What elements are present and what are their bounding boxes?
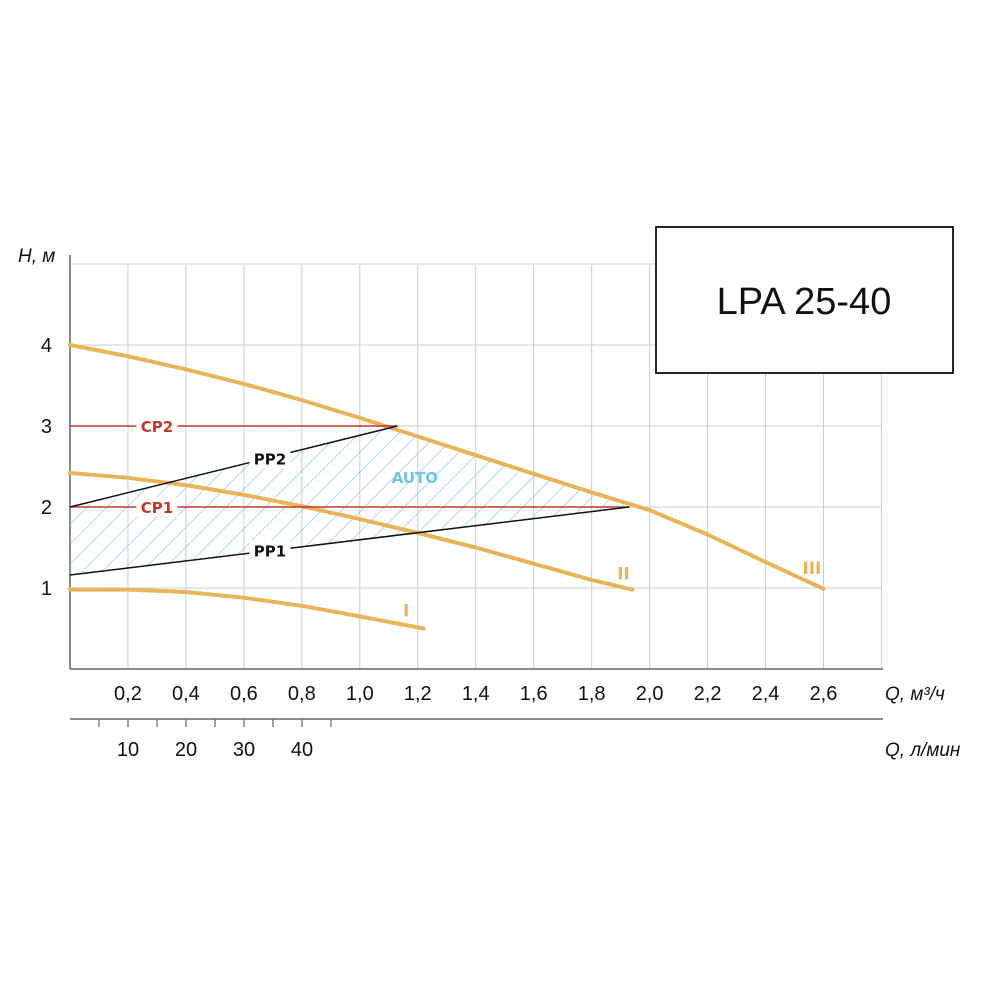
y-axis-label: H, м bbox=[18, 246, 55, 267]
x2-tick-label: 40 bbox=[291, 739, 313, 761]
x-tick-label: 0,2 bbox=[114, 683, 142, 705]
speed-label-iii: III bbox=[802, 559, 821, 579]
curves bbox=[68, 343, 826, 631]
x2-tick-label: 10 bbox=[117, 739, 139, 761]
x-axis-label: Q, м³/ч bbox=[885, 684, 945, 705]
axes: 1 2 3 4 0,2 0,4 0,6 0,8 1,0 1,2 1,4 1,6 1,8 2,0 2,2 2,4… bbox=[41, 255, 883, 761]
cp1-label: CP1 bbox=[141, 499, 173, 517]
x-tick-label: 1,2 bbox=[404, 683, 432, 705]
speed-label-ii: II bbox=[617, 564, 630, 584]
cp2-label: CP2 bbox=[141, 418, 173, 436]
x-tick-label: 0,8 bbox=[288, 683, 316, 705]
y-tick-label: 3 bbox=[41, 416, 52, 438]
x-tick-label: 0,4 bbox=[172, 683, 200, 705]
mode-line-pp1 bbox=[69, 506, 630, 576]
chart-title: LPA 25-40 bbox=[717, 281, 892, 323]
mode-line-pp2 bbox=[69, 425, 398, 508]
x-tick-label: 2,4 bbox=[752, 683, 780, 705]
y-tick-label: 2 bbox=[41, 497, 52, 519]
auto-label: AUTO bbox=[392, 469, 438, 487]
x-tick-label: 1,4 bbox=[462, 683, 490, 705]
x-tick-label: 2,6 bbox=[810, 683, 838, 705]
pp1-label-bg bbox=[249, 540, 291, 561]
x-tick-label: 1,8 bbox=[578, 683, 606, 705]
auto-region-area bbox=[70, 426, 630, 576]
speed-curve-iii bbox=[68, 343, 826, 591]
x-tick-label: 2,2 bbox=[694, 683, 722, 705]
cp2-label-bg bbox=[136, 416, 178, 436]
cp1-label-bg bbox=[136, 497, 178, 517]
x-tick-label: 0,6 bbox=[230, 683, 258, 705]
speed-label-i: I bbox=[403, 602, 409, 622]
x-tick-label: 1,6 bbox=[520, 683, 548, 705]
auto-region bbox=[70, 426, 630, 576]
x2-tick-label: 30 bbox=[233, 739, 255, 761]
pp1-label: PP1 bbox=[254, 543, 286, 561]
y-tick-label: 4 bbox=[41, 335, 52, 357]
pp2-label: PP2 bbox=[254, 450, 286, 468]
x2-tick-label: 20 bbox=[175, 739, 197, 761]
x-tick-label: 2,0 bbox=[636, 683, 664, 705]
y-tick-label: 1 bbox=[41, 578, 52, 600]
title-box: LPA 25-40 bbox=[655, 226, 954, 374]
speed-curve-i bbox=[68, 587, 426, 631]
x2-axis-label: Q, л/мин bbox=[885, 740, 961, 761]
x-tick-label: 1,0 bbox=[346, 683, 374, 705]
pp2-label-bg bbox=[249, 448, 291, 469]
